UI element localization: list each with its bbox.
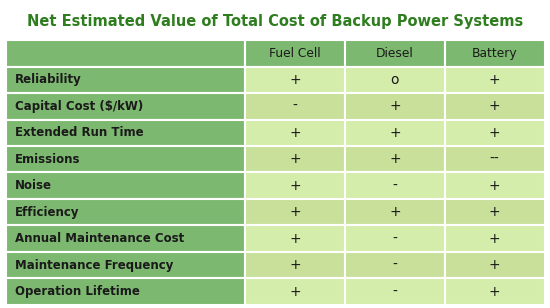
- Text: +: +: [289, 73, 301, 87]
- Text: -: -: [393, 232, 397, 246]
- Text: +: +: [289, 205, 301, 219]
- Text: +: +: [489, 258, 500, 272]
- Text: +: +: [489, 73, 500, 87]
- Text: +: +: [489, 126, 500, 140]
- Text: +: +: [489, 99, 500, 113]
- Text: Noise: Noise: [15, 179, 52, 192]
- Text: -: -: [393, 258, 397, 272]
- Text: +: +: [489, 179, 500, 193]
- Text: -: -: [393, 179, 397, 193]
- Text: Diesel: Diesel: [376, 47, 414, 60]
- Text: +: +: [489, 232, 500, 246]
- Text: Net Estimated Value of Total Cost of Backup Power Systems: Net Estimated Value of Total Cost of Bac…: [27, 14, 523, 29]
- Text: Battery: Battery: [472, 47, 518, 60]
- Text: Operation Lifetime: Operation Lifetime: [15, 285, 140, 298]
- Text: +: +: [389, 99, 401, 113]
- Text: Maintenance Frequency: Maintenance Frequency: [15, 259, 173, 272]
- Text: -: -: [293, 99, 298, 113]
- Text: +: +: [289, 232, 301, 246]
- Text: +: +: [289, 179, 301, 193]
- Text: Emissions: Emissions: [15, 153, 81, 166]
- Text: -: -: [393, 285, 397, 299]
- Text: o: o: [390, 73, 399, 87]
- Text: Annual Maintenance Cost: Annual Maintenance Cost: [15, 232, 184, 245]
- Text: +: +: [289, 258, 301, 272]
- Text: Extended Run Time: Extended Run Time: [15, 126, 144, 139]
- Text: +: +: [489, 285, 500, 299]
- Text: +: +: [289, 285, 301, 299]
- Text: +: +: [289, 152, 301, 166]
- Text: +: +: [389, 205, 401, 219]
- Text: +: +: [289, 126, 301, 140]
- Text: +: +: [389, 152, 401, 166]
- Text: Capital Cost ($/kW): Capital Cost ($/kW): [15, 100, 144, 113]
- Text: Efficiency: Efficiency: [15, 206, 80, 219]
- Text: +: +: [489, 205, 500, 219]
- Text: --: --: [490, 152, 499, 166]
- Text: Fuel Cell: Fuel Cell: [270, 47, 321, 60]
- Text: +: +: [389, 126, 401, 140]
- Text: Reliability: Reliability: [15, 73, 82, 86]
